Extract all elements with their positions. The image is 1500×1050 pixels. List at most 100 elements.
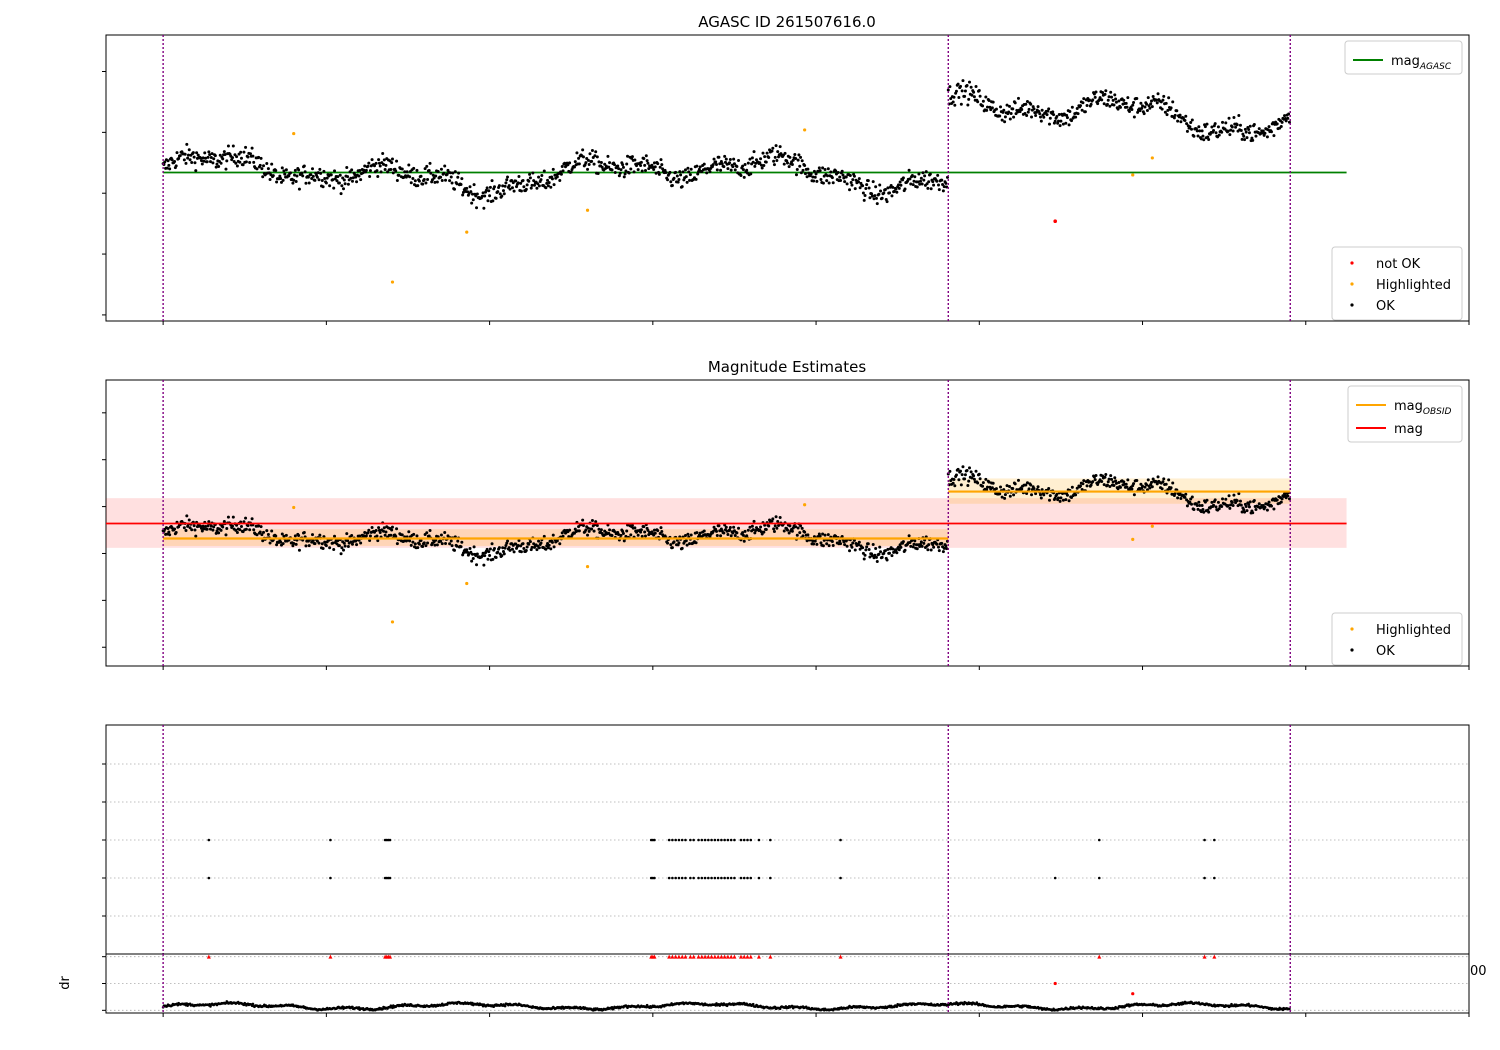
ok-point	[936, 173, 940, 177]
ok-point	[1146, 478, 1150, 482]
ok-point	[346, 539, 350, 543]
ok-point	[729, 168, 733, 172]
ok-point	[551, 167, 555, 171]
ok-point	[968, 80, 972, 84]
ok-point	[1176, 119, 1180, 123]
ion-rad-point	[329, 838, 332, 842]
ok-point	[1102, 483, 1106, 487]
ok-point	[1245, 136, 1249, 140]
ok-point	[563, 161, 567, 165]
ok-point	[672, 540, 676, 544]
ok-point	[732, 525, 736, 529]
ok-point	[413, 542, 417, 546]
ok-point	[303, 170, 307, 174]
ok-point	[636, 168, 640, 172]
ok-point	[378, 530, 382, 534]
ok-point	[581, 518, 585, 522]
ok-point	[294, 179, 298, 183]
ok-point	[374, 161, 378, 165]
ok-point	[297, 533, 301, 537]
ok-point	[872, 197, 876, 201]
ok-point	[239, 150, 243, 154]
ok-point	[465, 548, 469, 552]
dr-gt5-point	[716, 876, 720, 880]
ok-point	[741, 533, 745, 537]
ok-point	[592, 529, 596, 533]
ok-point	[880, 555, 884, 559]
ok-point	[281, 178, 285, 182]
ok-point	[1107, 477, 1111, 481]
dr-clipped-marker	[206, 954, 211, 959]
ok-point	[221, 525, 225, 529]
ok-point	[912, 542, 916, 546]
ok-point	[444, 541, 448, 545]
ok-point	[417, 542, 421, 546]
ok-point	[818, 169, 822, 173]
ok-point	[278, 174, 282, 178]
ok-point	[831, 181, 835, 185]
ok-point	[862, 557, 866, 561]
ok-point	[1130, 107, 1134, 111]
ok-point	[455, 182, 459, 186]
ok-point	[872, 556, 876, 560]
ok-point	[779, 152, 783, 156]
ok-point	[1039, 493, 1043, 497]
ok-point	[1199, 137, 1203, 141]
ok-point	[1269, 504, 1273, 508]
ok-point	[613, 170, 617, 174]
highlighted-point	[1150, 156, 1154, 160]
highlighted-point	[292, 131, 296, 136]
ok-point	[306, 175, 310, 179]
ok-point	[555, 539, 559, 543]
ok-point	[853, 548, 857, 552]
ok-point	[941, 550, 945, 554]
ok-point	[400, 167, 404, 171]
ok-point	[235, 155, 239, 159]
ok-point	[910, 173, 914, 177]
ok-point	[292, 178, 296, 182]
ok-point	[793, 152, 797, 156]
dr-clipped-marker	[742, 954, 747, 959]
ok-point	[978, 477, 982, 481]
ok-point	[311, 538, 315, 542]
ion-rad-point	[692, 838, 695, 842]
ok-point	[1283, 114, 1287, 118]
ok-point	[516, 181, 520, 185]
ok-point	[838, 539, 842, 543]
ok-point	[194, 534, 198, 538]
ok-point	[750, 156, 754, 160]
ok-point	[1070, 105, 1074, 109]
ok-point	[1190, 118, 1194, 122]
ok-point	[1067, 123, 1071, 127]
ok-point	[940, 178, 944, 182]
ok-point	[767, 156, 771, 160]
ok-point	[244, 527, 248, 531]
ok-point	[752, 150, 756, 154]
ok-point	[911, 183, 915, 187]
ion-rad-point	[1213, 838, 1216, 842]
ok-point	[537, 546, 541, 550]
ok-point	[346, 182, 350, 186]
ok-point	[965, 84, 969, 88]
ok-point	[1122, 480, 1126, 484]
ok-point	[1179, 120, 1183, 124]
ok-point	[536, 182, 540, 186]
ok-point	[546, 184, 550, 188]
ok-point	[320, 179, 324, 183]
ok-point	[714, 160, 718, 164]
ok-point	[1178, 113, 1182, 117]
dr-gt5-point	[723, 876, 726, 880]
ok-point	[639, 160, 643, 164]
ok-point	[759, 525, 763, 529]
ok-point	[1216, 125, 1220, 129]
ok-point	[184, 528, 188, 532]
ok-point	[211, 528, 215, 532]
ok-point	[336, 175, 340, 179]
ok-point	[1024, 102, 1028, 106]
ok-point	[1114, 481, 1118, 485]
ok-point	[444, 178, 448, 182]
ok-point	[801, 534, 805, 538]
dr-clipped-marker	[712, 954, 717, 959]
ion-rad-point	[769, 838, 772, 842]
ok-point	[843, 180, 847, 184]
